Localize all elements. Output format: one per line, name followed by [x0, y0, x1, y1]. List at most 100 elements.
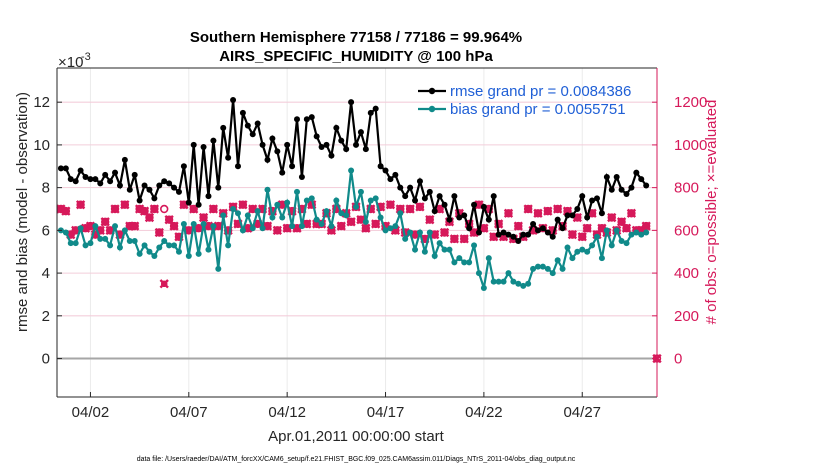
bias-point — [441, 246, 448, 253]
obs-evaluated-point-plus — [180, 201, 188, 208]
rmse-point — [485, 216, 492, 223]
rmse-point — [505, 231, 512, 238]
obs-evaluated-point-plus — [77, 201, 84, 208]
rmse-point — [461, 212, 468, 219]
rmse-point — [97, 180, 104, 187]
bias-point — [151, 253, 158, 259]
bias-point — [328, 223, 335, 230]
bias-point — [362, 218, 369, 225]
obs-possible-point — [622, 224, 631, 233]
bias-point — [377, 214, 384, 221]
bias-point — [451, 259, 458, 266]
bias-point — [357, 188, 364, 195]
bias-point — [407, 229, 414, 236]
bias-series — [57, 167, 650, 292]
rmse-point — [136, 197, 143, 204]
rmse-point — [298, 173, 305, 180]
x-axis-label: Apr.01,2011 00:00:00 start — [268, 428, 445, 445]
obs-evaluated-point-plus — [131, 222, 138, 230]
rmse-point — [116, 182, 123, 189]
bias-point — [367, 197, 374, 204]
bias-point — [205, 246, 212, 253]
rmse-point — [126, 186, 133, 193]
bias-point — [215, 265, 222, 272]
rmse-point — [294, 116, 300, 123]
y-tick-label: 6 — [42, 222, 50, 239]
bias-point — [603, 227, 610, 234]
bias-point — [269, 214, 276, 221]
obs-evaluated-point-plus — [461, 235, 468, 243]
obs-evaluated-point-plus — [505, 210, 512, 217]
rmse-point — [303, 116, 310, 123]
obs-evaluated-point-plus — [195, 225, 202, 232]
bias-point — [279, 214, 286, 221]
bias-point — [549, 270, 556, 277]
bias-point — [102, 235, 109, 242]
rmse-point — [244, 122, 251, 129]
rmse-point — [613, 173, 620, 180]
rmse-point — [210, 137, 217, 144]
bias-point — [308, 195, 315, 202]
rmse-point — [195, 201, 202, 208]
rmse-point — [121, 156, 128, 163]
rmse-point — [480, 203, 487, 210]
rmse-point — [146, 186, 153, 193]
rmse-point — [112, 169, 119, 176]
bias-point — [289, 223, 296, 230]
y-axis-label: rmse and bias (model - observation) — [14, 92, 31, 332]
bias-point — [421, 248, 428, 255]
rmse-point — [525, 231, 532, 238]
bias-point — [259, 225, 266, 232]
rmse-point — [185, 199, 192, 206]
obs-evaluated-point-plus — [106, 227, 114, 234]
bias-point — [633, 229, 640, 236]
bias-point — [569, 255, 576, 262]
obs-possible-point — [155, 228, 164, 237]
rmse-point — [451, 193, 458, 200]
y2-tick-label: 800 — [674, 180, 699, 197]
bias-point — [495, 278, 502, 285]
footer-file-path: data file: /Users/raeder/DAI/ATM_forcXX/… — [137, 456, 576, 463]
rmse-point — [628, 184, 635, 191]
rmse-point — [559, 225, 566, 232]
rmse-point — [372, 105, 379, 112]
obs-evaluated-point-plus — [72, 227, 79, 234]
bias-point — [574, 248, 581, 255]
obs-evaluated-point-plus — [480, 225, 488, 232]
rmse-point — [328, 152, 335, 159]
rmse-point — [500, 229, 507, 236]
bias-point — [264, 186, 271, 193]
y-tick-label: 12 — [33, 94, 50, 111]
obs-evaluated-point-plus — [544, 207, 552, 215]
rmse-point — [254, 120, 261, 127]
obs-evaluated-point-plus — [239, 201, 247, 208]
bias-point — [598, 255, 605, 262]
rmse-point — [638, 176, 645, 183]
rmse-point — [407, 184, 414, 191]
rmse-point — [67, 176, 74, 183]
obs-evaluated-point-plus — [642, 222, 650, 230]
rmse-point — [598, 210, 605, 217]
rmse-point — [249, 131, 256, 138]
obs-possible-point — [425, 215, 434, 224]
rmse-point — [471, 201, 478, 208]
obs-evaluated-point-plus — [387, 201, 394, 208]
rmse-series — [57, 97, 650, 245]
bias-point — [225, 242, 232, 249]
exponent-base: ×10 — [58, 54, 83, 71]
rmse-point — [107, 178, 114, 185]
obs-evaluated-point-plus — [524, 205, 532, 213]
obs-evaluated-point-plus — [515, 222, 522, 230]
rmse-point — [62, 165, 69, 172]
bias-point — [230, 206, 237, 212]
rmse-point — [510, 233, 517, 240]
legend-swatch-point — [428, 105, 436, 113]
bias-point — [387, 225, 394, 232]
bias-point — [274, 201, 281, 208]
bias-point — [67, 240, 74, 247]
axes — [56, 67, 658, 398]
rmse-point — [594, 195, 600, 202]
rmse-point — [564, 212, 571, 219]
bias-point — [628, 231, 635, 238]
obs-possible-point — [189, 204, 198, 214]
